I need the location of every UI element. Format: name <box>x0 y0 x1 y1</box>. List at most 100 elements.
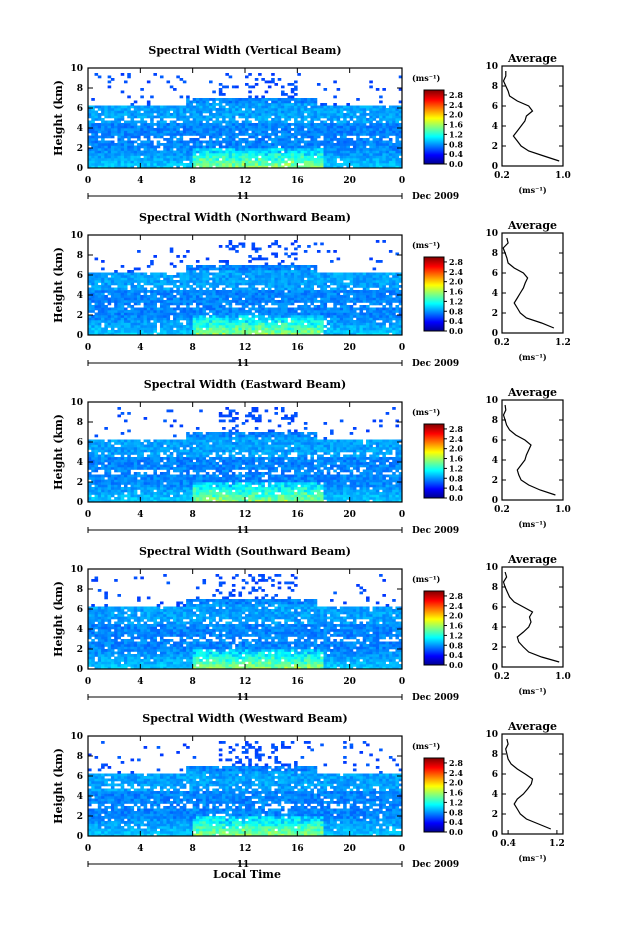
heatmap-cell <box>124 151 128 154</box>
heatmap-cell <box>294 133 298 136</box>
heatmap-cell <box>353 275 357 278</box>
heatmap-cell <box>114 146 118 149</box>
heatmap-cell <box>245 323 249 326</box>
heatmap-cell <box>170 138 174 141</box>
heatmap-cell <box>199 320 203 323</box>
heatmap-cell <box>304 303 308 306</box>
heatmap-cell <box>255 280 259 283</box>
heatmap-cell <box>248 96 252 99</box>
heatmap-cell <box>382 310 386 313</box>
heatmap-cell <box>274 131 278 134</box>
heatmap-cell <box>294 248 298 251</box>
heatmap-cell <box>137 310 141 313</box>
heatmap-cell <box>320 153 324 156</box>
heatmap-cell <box>180 278 184 281</box>
heatmap-cell <box>183 111 187 114</box>
heatmap-cell <box>314 146 318 149</box>
heatmap-cell <box>278 143 282 146</box>
heatmap-cell <box>216 303 220 306</box>
heatmap-cell <box>108 76 112 79</box>
heatmap-cell <box>170 325 174 328</box>
heatmap-cell <box>212 285 216 288</box>
heatmap-cell <box>366 285 370 288</box>
heatmap-cell <box>147 108 151 111</box>
heatmap-cell <box>304 111 308 114</box>
heatmap-cell <box>163 146 167 149</box>
panel-2: Spectral Width (Eastward Beam)02468100 4 8… <box>52 378 571 536</box>
heatmap-cell <box>229 118 233 121</box>
heatmap-cell <box>392 108 396 111</box>
heatmap-cell <box>343 138 347 141</box>
heatmap-cell <box>327 285 331 288</box>
heatmap-cell <box>104 133 108 136</box>
heatmap-cell <box>255 83 259 86</box>
heatmap-cell <box>356 138 360 141</box>
heatmap-cell <box>202 310 206 313</box>
heatmap-cell <box>271 128 275 131</box>
heatmap-cell <box>225 148 229 151</box>
heatmap-cell <box>294 290 298 293</box>
heatmap-cell <box>248 163 252 166</box>
heatmap-cell <box>245 121 249 124</box>
heatmap-cell <box>232 148 236 151</box>
heatmap-cell <box>327 143 331 146</box>
heatmap-cell <box>235 156 239 159</box>
heatmap-cell <box>248 303 252 306</box>
heatmap-cell <box>310 121 314 124</box>
heatmap-cell <box>356 293 360 296</box>
heatmap-cell <box>127 133 131 136</box>
heatmap-cell <box>212 308 216 311</box>
heatmap-cell <box>202 308 206 311</box>
heatmap-cell <box>101 300 105 303</box>
heatmap-cell <box>225 128 229 131</box>
heatmap-cell <box>189 138 193 141</box>
heatmap-cell <box>153 308 157 311</box>
heatmap-cell <box>121 328 125 331</box>
heatmap-cell <box>232 290 236 293</box>
heatmap-cell <box>95 136 99 139</box>
heatmap-cell <box>255 268 259 271</box>
heatmap-cell <box>255 141 259 144</box>
heatmap-cell <box>330 133 334 136</box>
heatmap-cell <box>389 118 393 121</box>
heatmap-cell <box>235 325 239 328</box>
heatmap-cell <box>137 313 141 316</box>
heatmap-cell <box>235 98 239 101</box>
heatmap-cell <box>235 245 239 248</box>
heatmap-cell <box>252 98 256 101</box>
heatmap-cell <box>219 126 223 129</box>
heatmap-cell <box>379 126 383 129</box>
heatmap-cell <box>209 310 213 313</box>
heatmap-cell <box>212 116 216 119</box>
heatmap-cell <box>301 153 305 156</box>
heatmap-cell <box>346 273 350 276</box>
heatmap-cell <box>327 158 331 161</box>
heatmap-cell <box>114 116 118 119</box>
heatmap-cell <box>392 288 396 291</box>
heatmap-cell <box>304 293 308 296</box>
heatmap-cell <box>392 158 396 161</box>
heatmap-cell <box>134 101 138 104</box>
heatmap-cell <box>212 280 216 283</box>
heatmap-cell <box>186 143 190 146</box>
heatmap-cell <box>373 111 377 114</box>
heatmap-cell <box>189 116 193 119</box>
heatmap-cell <box>167 320 171 323</box>
heatmap-cell <box>157 288 161 291</box>
heatmap-cell <box>252 323 256 326</box>
heatmap-cell <box>320 273 324 276</box>
heatmap-cell <box>212 305 216 308</box>
heatmap-cell <box>356 320 360 323</box>
heatmap-cell <box>117 280 121 283</box>
heatmap-cell <box>363 151 367 154</box>
heatmap-cell <box>284 293 288 296</box>
heatmap-cell <box>320 285 324 288</box>
heatmap-cell <box>101 305 105 308</box>
heatmap-cell <box>255 113 259 116</box>
heatmap-cell <box>337 285 341 288</box>
heatmap-cell <box>261 313 265 316</box>
heatmap-cell <box>363 300 367 303</box>
heatmap-cell <box>346 161 350 164</box>
heatmap-cell <box>114 111 118 114</box>
x-tick-label: 16 <box>291 343 304 353</box>
